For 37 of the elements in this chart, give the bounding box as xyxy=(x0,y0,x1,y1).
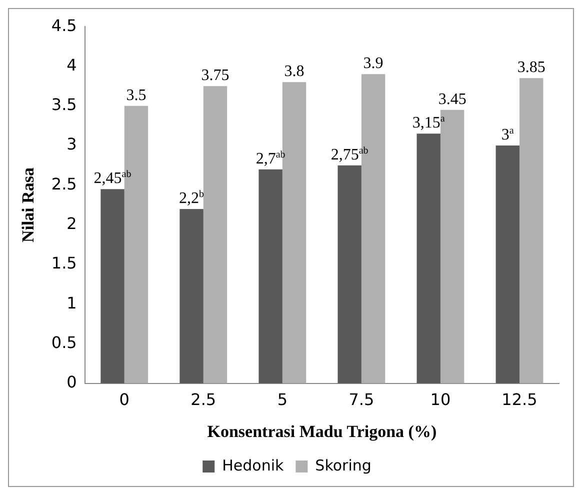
y-tick-label: 4.5 xyxy=(51,16,77,35)
bar xyxy=(361,74,386,384)
x-tick-label: 7.5 xyxy=(348,390,374,410)
data-label: 3.9 xyxy=(363,55,384,72)
y-tick-label: 1 xyxy=(66,293,77,312)
data-label: 3.75 xyxy=(201,67,230,84)
bar xyxy=(416,134,440,384)
y-tick-label: 3.5 xyxy=(51,95,77,114)
y-tick-label: 2.5 xyxy=(51,174,77,194)
x-tick-label: 0 xyxy=(119,390,130,410)
x-tick-label: 2.5 xyxy=(190,390,216,410)
bar xyxy=(258,169,282,384)
bar xyxy=(496,146,520,384)
bar xyxy=(338,165,362,384)
bar xyxy=(100,189,124,384)
y-tick-label: 4 xyxy=(66,55,77,74)
bar xyxy=(440,110,464,384)
x-tick-label: 5 xyxy=(277,390,288,410)
x-axis-title: Konsentrasi Madu Trigona (%) xyxy=(207,422,437,442)
y-tick-label: 1.5 xyxy=(51,254,77,273)
bar xyxy=(124,106,148,384)
x-tick-label: 10 xyxy=(430,390,451,410)
x-tick-label: 12.5 xyxy=(502,390,538,410)
y-tick-label: 0 xyxy=(66,372,77,392)
bar xyxy=(203,86,228,384)
y-tick-label: 0.5 xyxy=(51,332,77,352)
legend-label: Hedonik xyxy=(222,456,284,474)
y-tick-label: 3 xyxy=(66,134,77,154)
data-label: 3.8 xyxy=(284,63,304,80)
bar xyxy=(180,208,204,384)
data-label: 3.45 xyxy=(438,90,466,108)
data-label: 3.5 xyxy=(126,86,146,104)
data-label: 3.85 xyxy=(517,59,546,76)
y-axis-title: Nilai Rasa xyxy=(18,166,38,243)
legend-label: Skoring xyxy=(315,456,372,474)
y-tick-label: 2 xyxy=(66,214,77,233)
bar xyxy=(519,78,544,384)
